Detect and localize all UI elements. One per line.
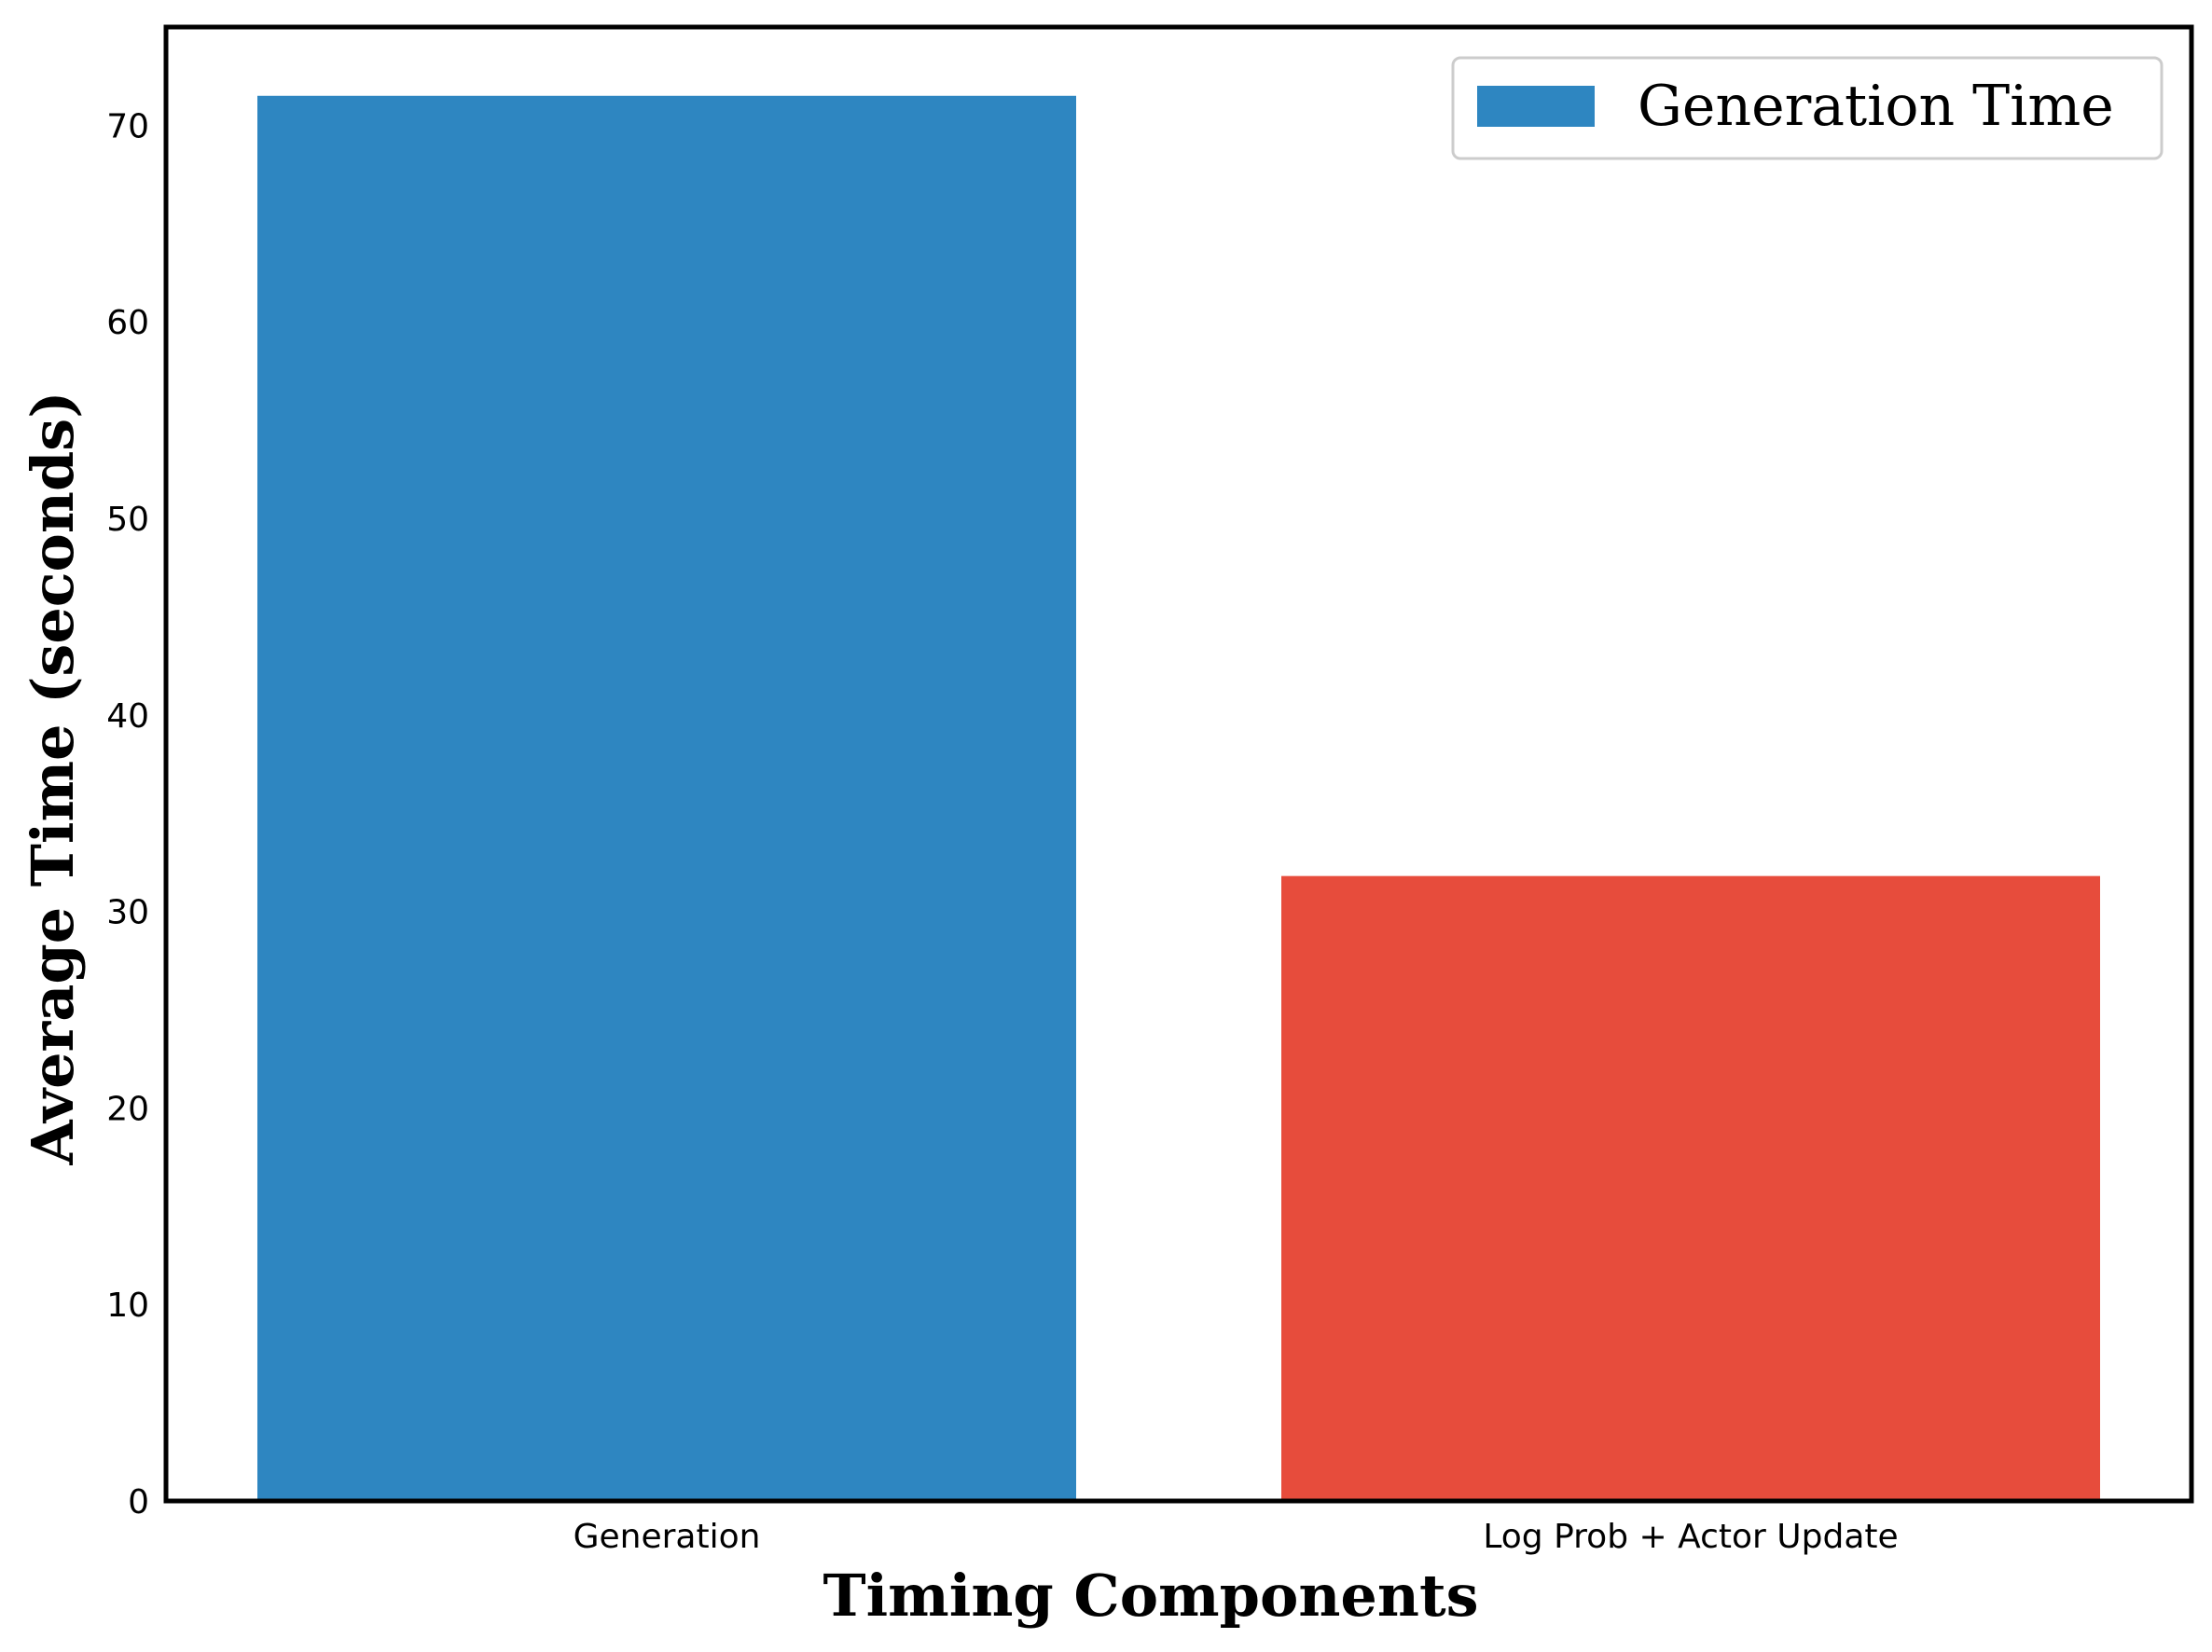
- x-tick-label: Log Prob + Actor Update: [1483, 1518, 1898, 1556]
- y-tick-label: 20: [106, 1090, 149, 1128]
- legend-label-generation-time: Generation Time: [1638, 74, 2114, 139]
- y-tick-label: 50: [106, 501, 149, 539]
- x-axis-title: Timing Components: [823, 1562, 1478, 1630]
- plot-frame: [163, 24, 2194, 1504]
- bar-log-prob-actor-update: [1281, 875, 2100, 1501]
- legend: Generation Time: [1451, 56, 2164, 160]
- bars-group: [257, 95, 2100, 1501]
- x-tick-label: Generation: [574, 1518, 761, 1556]
- legend-box: [1451, 56, 2164, 160]
- y-axis-title: Average Time (seconds): [19, 391, 87, 1165]
- y-tick-label: 40: [106, 697, 149, 736]
- x-axis-ticks: Generation Log Prob + Actor Update: [574, 1518, 1899, 1556]
- legend-swatch-generation-time: [1477, 86, 1595, 127]
- y-tick-label: 10: [106, 1287, 149, 1325]
- y-tick-label: 30: [106, 894, 149, 932]
- bar-generation: [257, 95, 1076, 1501]
- y-tick-label: 70: [106, 107, 149, 145]
- y-axis-ticks: 0 10 20 30 40 50 60 70: [106, 107, 149, 1521]
- y-tick-label: 0: [128, 1483, 149, 1521]
- y-tick-label: 60: [106, 304, 149, 342]
